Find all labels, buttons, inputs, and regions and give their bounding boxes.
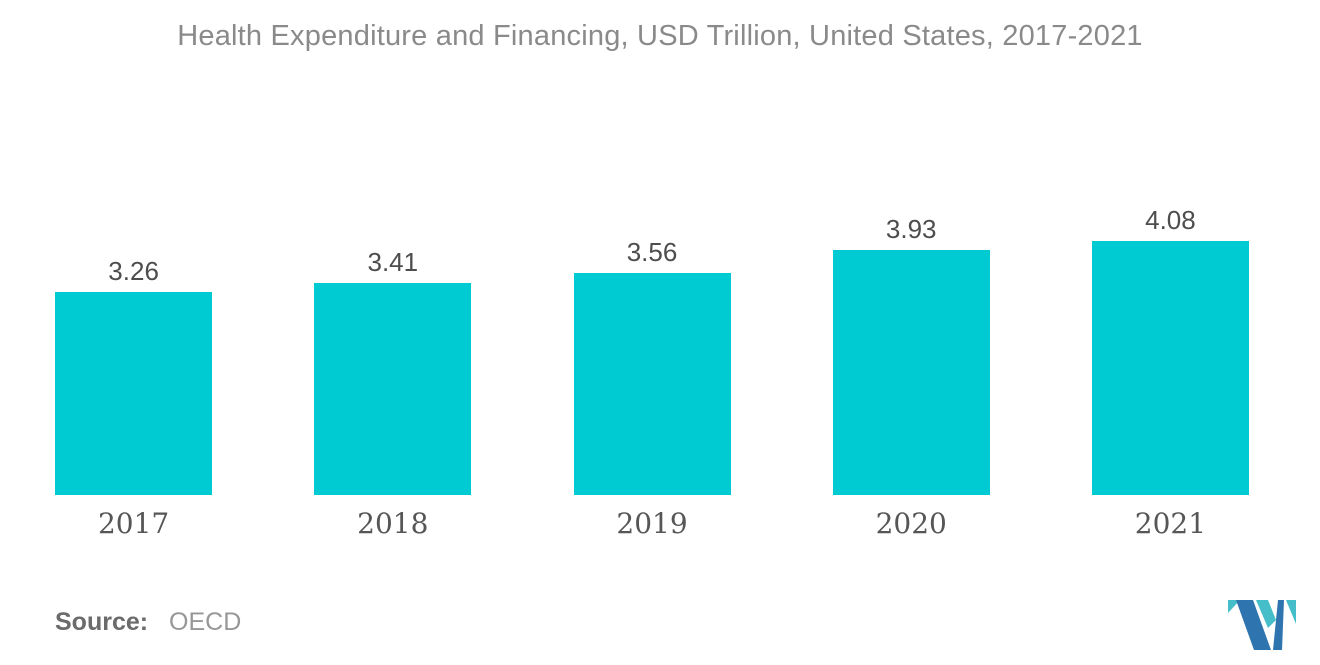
bar-2020 xyxy=(832,250,990,495)
bar-2021 xyxy=(1091,241,1249,495)
x-axis-tick-label: 2020 xyxy=(875,507,947,540)
bar-value-label: 3.41 xyxy=(367,247,419,277)
bar-2019 xyxy=(573,273,731,495)
logo-blue-band-icon xyxy=(1236,600,1271,650)
logo-teal-triangle-right-icon xyxy=(1286,600,1296,624)
bar-value-label: 3.93 xyxy=(885,214,937,244)
source-line: Source: OECD xyxy=(55,608,241,637)
logo-teal-triangle-left-icon xyxy=(1228,600,1240,613)
logo-teal-band-middle-icon xyxy=(1256,600,1276,628)
bar-2017 xyxy=(55,292,213,495)
bar-value-label: 3.26 xyxy=(108,256,159,286)
bar-group-2021: 4.08 2021 xyxy=(1041,0,1300,539)
bar-value-label: 4.08 xyxy=(1145,205,1196,235)
x-axis-tick-label: 2017 xyxy=(97,507,170,540)
mordor-intelligence-logo xyxy=(1228,600,1296,650)
x-axis-tick-label: 2021 xyxy=(1134,507,1207,540)
bar-group-2018: 3.41 2018 xyxy=(263,0,522,539)
x-axis-tick-label: 2018 xyxy=(357,507,429,540)
source-label: Source: xyxy=(55,608,149,636)
bar-value-label: 3.56 xyxy=(626,237,678,267)
bar-chart: 3.26 2017 3.41 2018 3.56 2019 3.93 2020 4.08 2021 xyxy=(4,0,1300,539)
source-value: OECD xyxy=(169,608,242,636)
bar-group-2017: 3.26 2017 xyxy=(4,0,263,539)
logo-blue-band-right-icon xyxy=(1273,600,1284,650)
chart-title: Health Expenditure and Financing, USD Tr… xyxy=(177,20,1143,52)
bar-group-2019: 3.56 2019 xyxy=(522,0,781,539)
bar-2018 xyxy=(314,283,472,495)
bar-group-2020: 3.93 2020 xyxy=(782,0,1041,539)
x-axis-tick-label: 2019 xyxy=(616,507,688,540)
